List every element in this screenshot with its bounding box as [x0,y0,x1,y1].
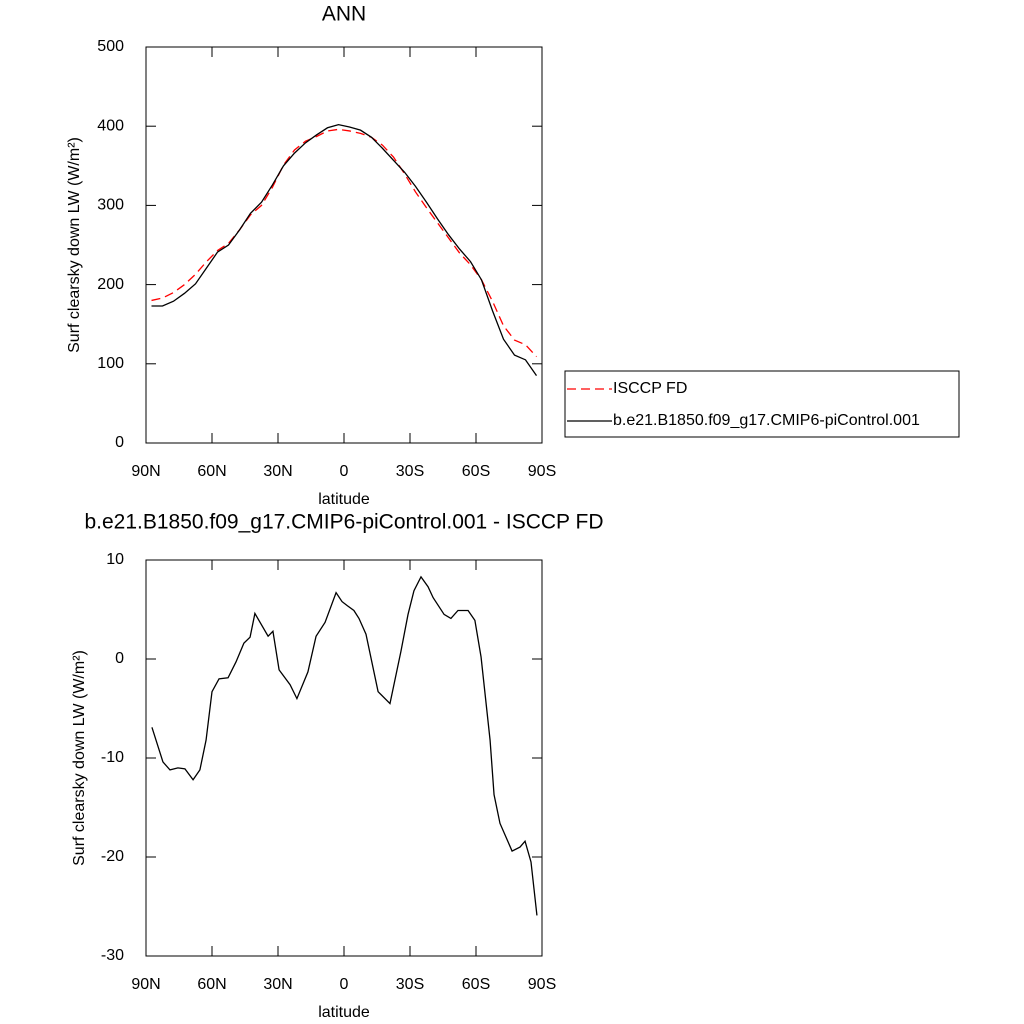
x-tick-label: 60N [197,463,226,480]
x-axis-label: latitude [318,1004,370,1021]
y-axis-label: Surf clearsky down LW (W/m²) [71,650,88,866]
x-tick-label: 90S [528,463,556,480]
y-tick-label: 200 [97,276,124,293]
y-tick-label: 300 [97,197,124,214]
y-tick-label: 100 [97,355,124,372]
x-tick-label: 30S [396,463,424,480]
chart-title: b.e21.B1850.f09_g17.CMIP6-piControl.001 … [84,511,603,534]
y-tick-label: 10 [106,551,124,568]
chart-title: ANN [322,3,366,26]
x-axis-label: latitude [318,491,370,508]
y-tick-label: 500 [97,38,124,55]
x-tick-label: 90N [131,463,160,480]
y-axis-label: Surf clearsky down LW (W/m²) [66,137,83,353]
x-tick-label: 30N [263,463,292,480]
y-tick-label: 0 [115,434,124,451]
plot-frame [145,46,543,444]
legend-label: b.e21.B1850.f09_g17.CMIP6-piControl.001 [613,412,920,429]
x-tick-label: 60N [197,976,226,993]
y-tick-label: 0 [115,650,124,667]
y-tick-label: -10 [101,749,124,766]
x-tick-label: 0 [340,463,349,480]
y-tick-label: -30 [101,947,124,964]
y-tick-label: -20 [101,848,124,865]
legend-label: ISCCP FD [613,380,687,397]
x-tick-label: 0 [340,976,349,993]
legend-box [564,370,960,438]
x-tick-label: 60S [462,976,490,993]
y-tick-label: 400 [97,117,124,134]
x-tick-label: 90S [528,976,556,993]
x-tick-label: 30N [263,976,292,993]
data-line [151,128,537,358]
plot-frame [145,559,543,957]
x-tick-label: 30S [396,976,424,993]
data-line [151,575,538,916]
x-tick-label: 90N [131,976,160,993]
data-line [151,123,538,377]
x-tick-label: 60S [462,463,490,480]
